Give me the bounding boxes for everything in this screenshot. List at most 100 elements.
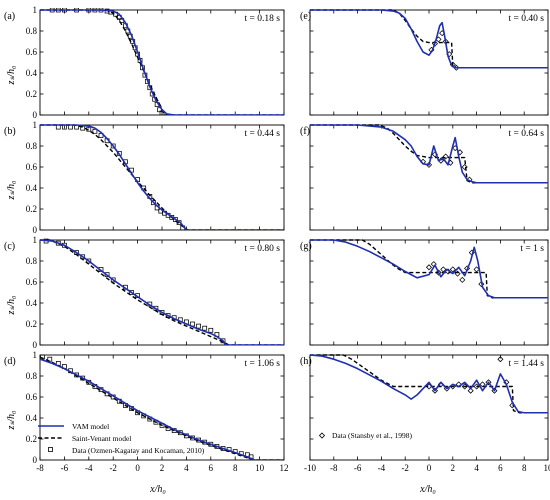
y-axis-titles-left: zₛ/h₀ zₛ/h₀ zₛ/h₀ zₛ/h₀ <box>6 65 17 430</box>
y-tick-label: 0.4 <box>26 183 38 193</box>
data-point-diamond <box>449 266 456 273</box>
panel-label: (d) <box>4 356 16 367</box>
data-point-diamond <box>431 387 438 394</box>
legend-sv-label: Saint-Venant model <box>72 434 131 443</box>
data-point-square <box>196 323 201 329</box>
series-line-vam <box>40 358 284 460</box>
data-point-diamond <box>467 387 474 394</box>
legend-data-swatch <box>48 447 53 452</box>
x-tick-label: 12 <box>280 463 289 473</box>
x-axis-title-left: x/h₀ <box>149 484 166 495</box>
panels: 0 0.2 0.4 0.6 0.8 1 (a) t = 0.18 s 0 0.2 0.4 0.6 0.8… <box>4 5 550 473</box>
y-tick-label: 0 <box>33 455 38 465</box>
x-tick-label: 10 <box>255 463 265 473</box>
data-point-square <box>92 128 98 134</box>
data-point-diamond <box>459 276 466 283</box>
data-point-square <box>129 290 134 295</box>
y-tick-label: 0.4 <box>26 413 38 423</box>
series-line-vam <box>310 239 548 299</box>
x-tick-label: -8 <box>330 463 338 473</box>
y-axis-title-d: zₛ/h₀ <box>6 410 17 430</box>
x-tick-label: 2 <box>451 463 456 473</box>
y-tick-label: 0.2 <box>26 89 37 99</box>
data-point-diamond <box>473 383 480 390</box>
series-line-vam <box>40 9 284 115</box>
data-point-diamond <box>461 163 468 171</box>
y-axis-title-b: zₛ/h₀ <box>6 180 17 200</box>
y-tick-label: 0.4 <box>26 298 38 308</box>
time-label: t = 1.06 s <box>245 359 281 369</box>
plot-area <box>40 238 284 345</box>
x-tick-label: -10 <box>304 463 316 473</box>
plot-frame <box>309 9 549 116</box>
time-label: t = 0.64 s <box>509 129 545 139</box>
y-axis-title-a: zₛ/h₀ <box>6 65 17 85</box>
x-tick-label: 8 <box>522 463 527 473</box>
series-line-vam <box>310 124 548 184</box>
data-point-diamond <box>491 387 498 394</box>
y-tick-label: 0.8 <box>26 256 38 266</box>
y-tick-label: 0.2 <box>26 319 37 329</box>
panel-h: -10 -8 -6 -4 -2 0 2 4 6 8 10 (h) t = 1.44 s <box>300 354 550 473</box>
panel-label: (b) <box>4 126 16 137</box>
plot-area <box>310 354 548 414</box>
data-point-square <box>173 217 178 222</box>
x-tick-label: -6 <box>61 463 69 473</box>
data-point-diamond <box>497 356 504 363</box>
plot-frame <box>309 124 549 231</box>
y-tick-label: 1 <box>33 120 38 130</box>
series-line-vam <box>40 124 284 230</box>
data-point-diamond <box>478 281 485 288</box>
y-tick-label: 0.8 <box>26 26 38 36</box>
y-axis-title-c: zₛ/h₀ <box>6 295 17 315</box>
time-label: t = 1 s <box>520 244 544 254</box>
panel-b: 0 0.2 0.4 0.6 0.8 1 (b) t = 0.44 s <box>4 120 285 235</box>
data-point-diamond <box>461 383 468 390</box>
y-tick-label: 1 <box>33 235 38 245</box>
series-line-vam <box>310 354 548 414</box>
x-axis-title-right: x/h₀ <box>419 484 436 495</box>
series-line-saint-venant <box>40 239 284 345</box>
time-label: t = 0.40 s <box>509 14 545 24</box>
time-label: t = 1.44 s <box>509 359 545 369</box>
y-tick-label: 0.2 <box>26 204 37 214</box>
plot-area <box>310 239 548 299</box>
series-line-vam <box>310 9 548 69</box>
plot-frame <box>39 354 285 461</box>
y-tick-label: 0.6 <box>26 162 38 172</box>
panel-c: 0 0.2 0.4 0.6 0.8 1 (c) t = 0.80 s <box>4 235 285 350</box>
data-point-square <box>104 272 110 278</box>
y-tick-label: 0.8 <box>26 141 38 151</box>
data-point-diamond <box>442 153 449 160</box>
legend-data-label: Data (Ozmen-Kagatay and Kocaman, 2010) <box>72 446 205 455</box>
panel-label: (f) <box>300 126 310 137</box>
x-tick-label: -4 <box>378 463 386 473</box>
y-tick-label: 0.2 <box>26 434 37 444</box>
panel-e: (e) t = 0.40 s <box>300 9 549 116</box>
x-tick-label: -8 <box>36 463 44 473</box>
panel-label: (g) <box>300 241 312 252</box>
plot-frame <box>39 239 285 346</box>
legend-right: Data (Stansby et al., 1998) <box>318 431 412 440</box>
data-point-square <box>208 327 214 333</box>
y-tick-label: 0 <box>33 110 38 120</box>
legend-vam-label: VAM model <box>72 422 109 431</box>
series-line-vam <box>40 239 284 345</box>
legend-stansby-label: Data (Stansby et al., 1998) <box>332 431 412 440</box>
data-point-square <box>86 258 92 264</box>
data-point-square <box>159 110 165 115</box>
y-tick-label: 1 <box>33 350 38 360</box>
y-tick-label: 0 <box>33 340 38 350</box>
data-point-diamond <box>479 381 486 388</box>
plot-frame <box>39 124 285 231</box>
panel-f: (f) t = 0.64 s <box>300 124 549 231</box>
panel-label: (c) <box>4 241 15 252</box>
x-tick-label: 6 <box>209 463 214 473</box>
x-tick-label: 4 <box>184 463 189 473</box>
data-point-diamond <box>435 269 442 276</box>
x-tick-label: -2 <box>109 463 117 473</box>
plot-area <box>40 8 284 115</box>
panel-a: 0 0.2 0.4 0.6 0.8 1 (a) t = 0.18 s <box>4 5 285 120</box>
plot-area <box>40 124 284 230</box>
